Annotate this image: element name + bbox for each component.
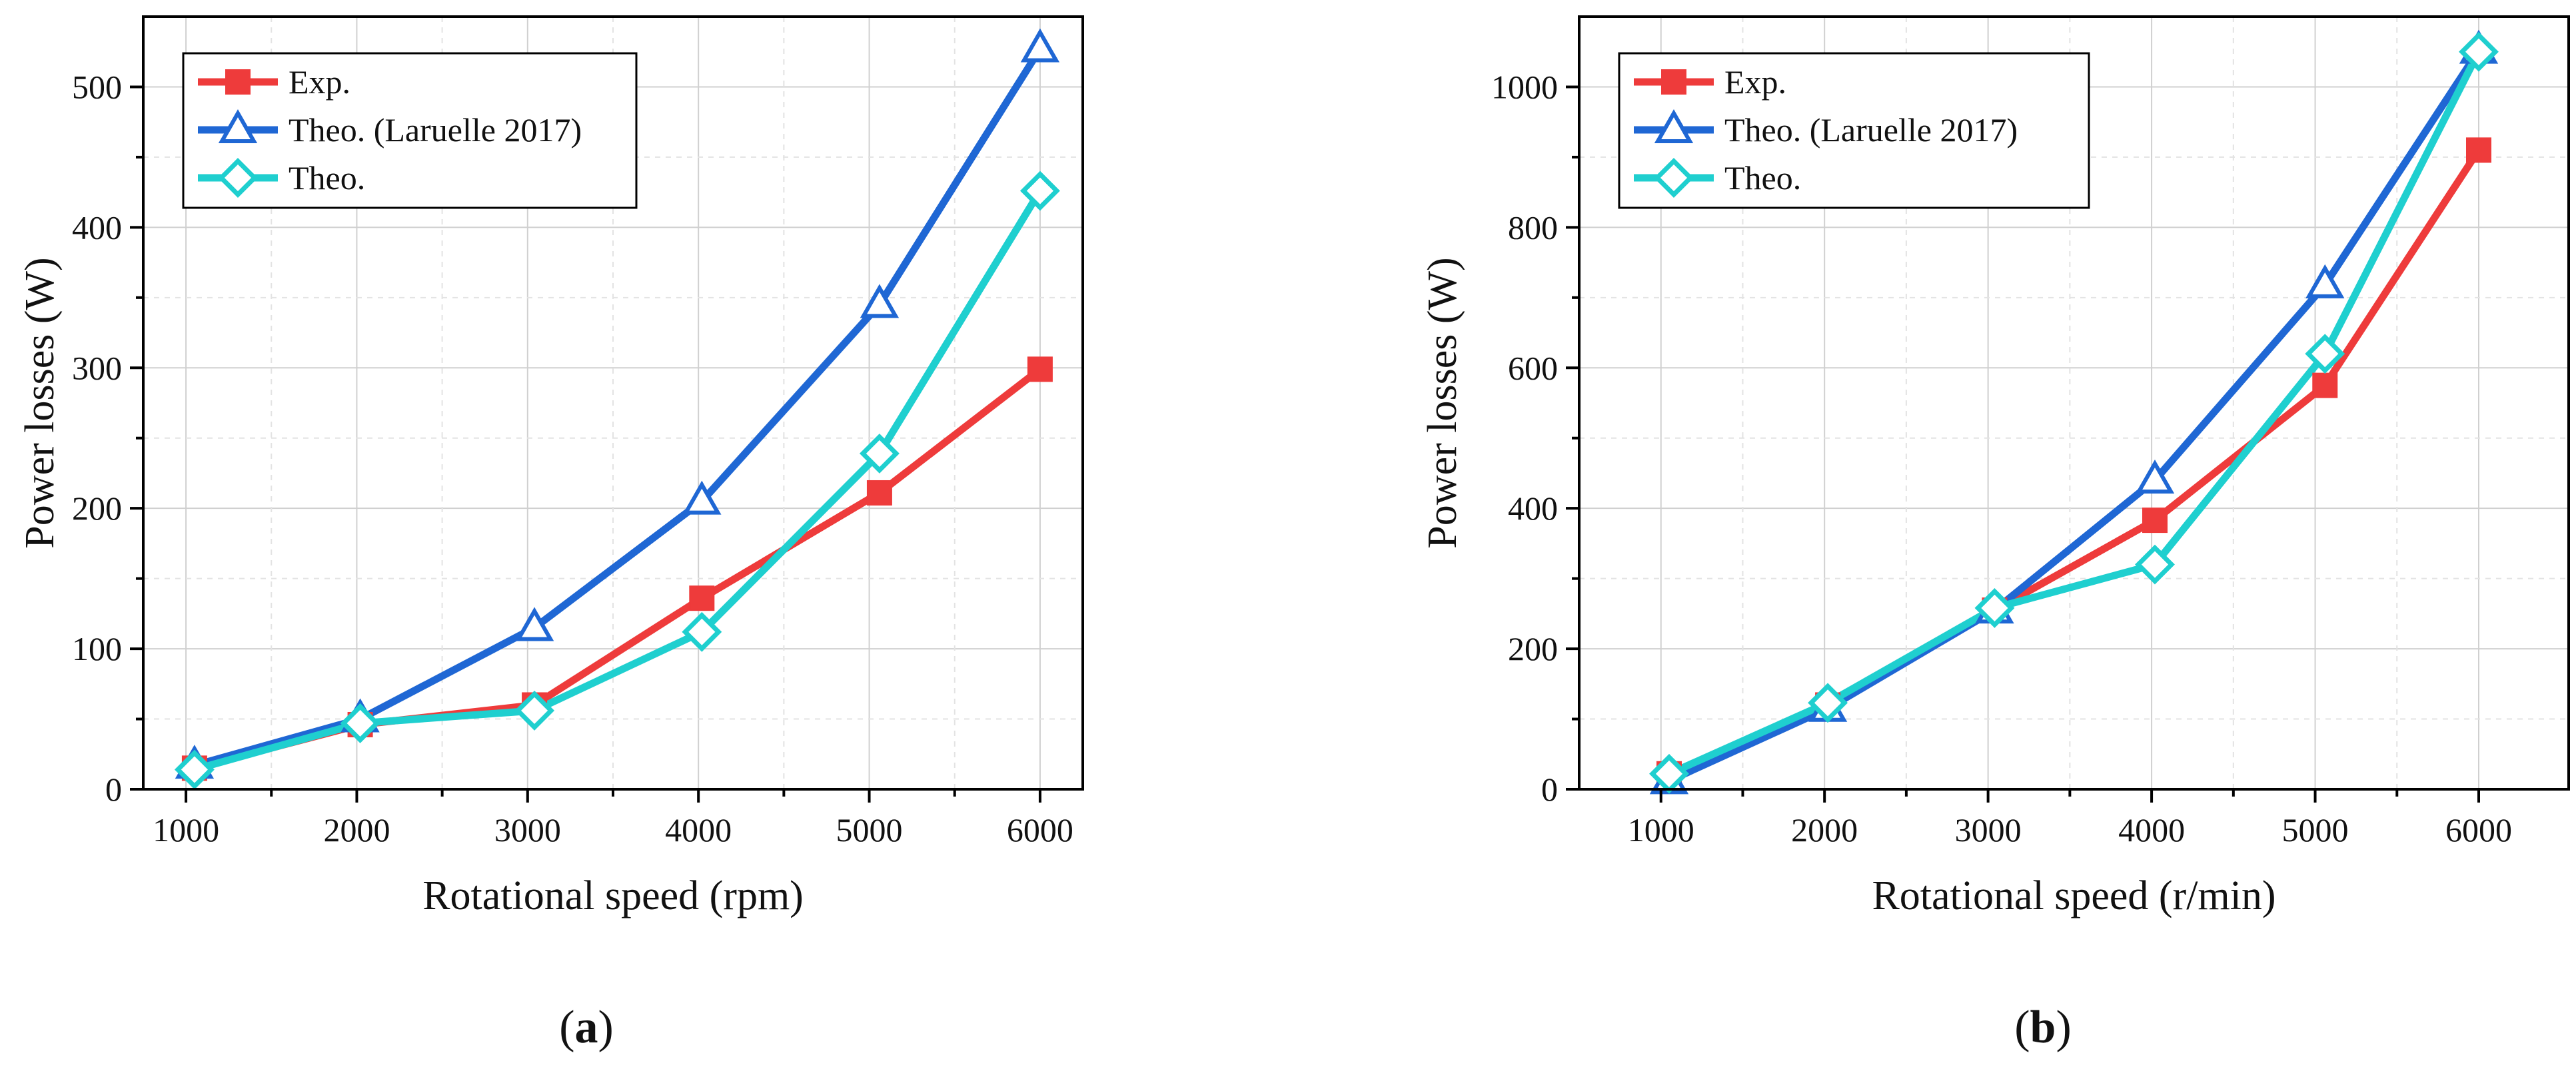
data-point-diamond <box>2459 31 2499 72</box>
legend-label: Theo. (Laruelle 2017) <box>1724 111 2018 149</box>
panel-label-open: ( <box>2014 1002 2030 1053</box>
x-tick-label: 1000 <box>153 811 219 849</box>
series-line-triangle <box>1665 47 2483 785</box>
y-tick-label: 400 <box>72 208 122 246</box>
x-axis-title: Rotational speed (r/min) <box>1872 873 2275 918</box>
legend-label: Theo. <box>1724 159 1801 196</box>
panel-label: (a) <box>559 1002 614 1053</box>
y-tick-label: 800 <box>1508 208 1558 246</box>
legend-label: Exp. <box>1724 63 1786 101</box>
x-tick-label: 4000 <box>665 811 732 849</box>
y-axis-title: Power losses (W) <box>17 257 63 548</box>
y-tick-label: 300 <box>72 349 122 386</box>
panel-label-letter: b <box>2030 1002 2056 1053</box>
legend-label: Theo. (Laruelle 2017) <box>289 111 582 149</box>
panel-label-close: ) <box>598 1002 614 1053</box>
chart-panel-b: 1000 2000 3000 4000 5000 6000 0 200 400 600 800 100… <box>1420 15 2570 1053</box>
y-tick-label: 500 <box>72 68 122 105</box>
data-point-diamond <box>859 433 900 474</box>
data-point-diamond <box>1808 683 1848 723</box>
panel-label: (b) <box>2014 1002 2072 1053</box>
data-point-triangle <box>514 607 554 641</box>
legend-marker-triangle <box>218 109 258 143</box>
y-tick-label: 100 <box>72 630 122 667</box>
data-point-diamond <box>340 703 380 743</box>
data-point-diamond <box>682 611 722 652</box>
data-point-diamond <box>1019 171 1060 211</box>
data-point-square <box>2466 137 2491 163</box>
panel-label-close: ) <box>2056 1002 2071 1053</box>
data-point-triangle <box>2305 264 2345 298</box>
legend-label: Theo. <box>289 159 365 196</box>
series-line-triangle <box>191 45 1044 769</box>
legend-label: Exp. <box>289 63 350 101</box>
data-point-diamond <box>514 690 555 731</box>
x-tick-label: 4000 <box>2118 811 2185 849</box>
series-line-diamond <box>1665 48 2483 778</box>
panel-label-open: ( <box>559 1002 574 1053</box>
data-point-triangle <box>1020 28 1060 63</box>
data-point-diamond <box>2305 334 2345 374</box>
x-axis-title: Rotational speed (rpm) <box>422 873 804 918</box>
data-point-diamond <box>2135 544 2175 585</box>
x-tick-label: 2000 <box>323 811 390 849</box>
data-point-diamond <box>174 749 215 790</box>
y-tick-label: 200 <box>72 490 122 527</box>
x-tick-label: 3000 <box>1955 811 2022 849</box>
chart-panel-a: 1000 2000 3000 4000 5000 6000 0 100 200 300 400 500… <box>17 15 1084 1053</box>
x-tick-label: 2000 <box>1791 811 1858 849</box>
y-tick-label: 1000 <box>1491 68 1558 105</box>
legend-marker-triangle <box>1654 109 1694 143</box>
y-tick-label: 0 <box>1541 771 1558 808</box>
data-point-diamond <box>1974 587 2015 628</box>
data-point-square <box>866 480 892 506</box>
series-line-square <box>1665 146 2483 778</box>
y-axis-title: Power losses (W) <box>1420 257 1465 548</box>
data-point-square <box>1027 356 1053 382</box>
y-tick-label: 400 <box>1508 490 1558 527</box>
legend-marker-square <box>225 69 251 95</box>
y-tick-label: 200 <box>1508 630 1558 667</box>
data-point-square <box>689 585 715 611</box>
panel-label-letter: a <box>575 1002 598 1053</box>
legend-marker-diamond <box>1654 158 1694 198</box>
legend-marker-square <box>1661 69 1686 95</box>
x-tick-label: 6000 <box>2445 811 2512 849</box>
series-line-diamond <box>191 187 1044 773</box>
x-tick-label: 5000 <box>2282 811 2349 849</box>
x-tick-label: 5000 <box>836 811 903 849</box>
data-point-triangle <box>682 480 722 515</box>
legend: Exp. Theo. (Laruelle 2017) Theo. <box>1618 52 2090 209</box>
data-point-triangle <box>2135 459 2175 494</box>
data-point-square <box>2142 508 2168 533</box>
y-tick-label: 0 <box>105 771 122 808</box>
x-tick-label: 1000 <box>1628 811 1694 849</box>
data-point-triangle <box>860 284 900 318</box>
x-tick-label: 6000 <box>1007 811 1073 849</box>
y-tick-label: 600 <box>1508 349 1558 386</box>
legend-marker-diamond <box>218 158 258 198</box>
plot-frame <box>1578 15 2570 791</box>
x-tick-label: 3000 <box>494 811 561 849</box>
legend: Exp. Theo. (Laruelle 2017) Theo. <box>182 52 638 209</box>
data-point-square <box>2312 372 2338 398</box>
